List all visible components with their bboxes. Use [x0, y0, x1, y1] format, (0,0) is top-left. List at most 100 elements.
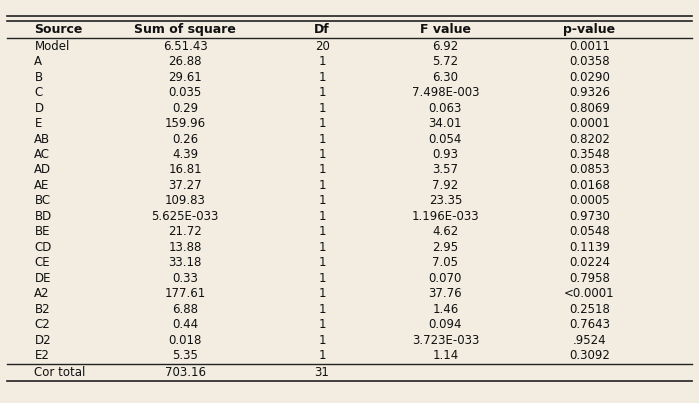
Text: AB: AB [34, 133, 50, 145]
Text: 1: 1 [318, 349, 326, 362]
Text: 1: 1 [318, 148, 326, 161]
Text: 1.14: 1.14 [432, 349, 459, 362]
Text: 0.93: 0.93 [433, 148, 459, 161]
Text: <0.0001: <0.0001 [564, 287, 614, 300]
Text: 0.054: 0.054 [428, 133, 462, 145]
Text: DE: DE [34, 272, 51, 285]
Text: Model: Model [34, 40, 70, 53]
Text: 1.196E-033: 1.196E-033 [412, 210, 480, 223]
Text: 2.95: 2.95 [433, 241, 459, 254]
Text: 20: 20 [315, 40, 329, 53]
Text: Sum of square: Sum of square [134, 23, 236, 36]
Text: p-value: p-value [563, 23, 615, 36]
Text: 1: 1 [318, 71, 326, 84]
Text: 0.29: 0.29 [172, 102, 198, 114]
Text: 6.30: 6.30 [433, 71, 459, 84]
Text: 1: 1 [318, 241, 326, 254]
Text: 1: 1 [318, 303, 326, 316]
Text: C: C [34, 86, 43, 99]
Text: 6.51.43: 6.51.43 [163, 40, 208, 53]
Text: 1: 1 [318, 318, 326, 331]
Text: 0.9326: 0.9326 [569, 86, 610, 99]
Text: 0.33: 0.33 [172, 272, 198, 285]
Text: 5.72: 5.72 [433, 55, 459, 68]
Text: 0.3092: 0.3092 [569, 349, 610, 362]
Text: 0.0011: 0.0011 [569, 40, 610, 53]
Text: .9524: .9524 [572, 334, 606, 347]
Text: 34.01: 34.01 [428, 117, 462, 130]
Text: 4.39: 4.39 [172, 148, 198, 161]
Text: 159.96: 159.96 [164, 117, 206, 130]
Text: E: E [34, 117, 42, 130]
Text: 0.1139: 0.1139 [569, 241, 610, 254]
Text: CD: CD [34, 241, 52, 254]
Text: 1: 1 [318, 272, 326, 285]
Text: BD: BD [34, 210, 52, 223]
Text: 0.0001: 0.0001 [569, 117, 610, 130]
Text: 0.44: 0.44 [172, 318, 198, 331]
Text: 13.88: 13.88 [168, 241, 202, 254]
Text: 1: 1 [318, 164, 326, 177]
Text: 1: 1 [318, 256, 326, 269]
Text: 0.8069: 0.8069 [569, 102, 610, 114]
Text: 0.035: 0.035 [168, 86, 202, 99]
Text: 37.76: 37.76 [428, 287, 462, 300]
Text: 1: 1 [318, 179, 326, 192]
Text: D2: D2 [34, 334, 51, 347]
Text: 3.723E-033: 3.723E-033 [412, 334, 479, 347]
Text: A2: A2 [34, 287, 50, 300]
Text: Cor total: Cor total [34, 366, 86, 379]
Text: 703.16: 703.16 [164, 366, 206, 379]
Text: 33.18: 33.18 [168, 256, 202, 269]
Text: 7.498E-003: 7.498E-003 [412, 86, 479, 99]
Text: 16.81: 16.81 [168, 164, 202, 177]
Text: 21.72: 21.72 [168, 225, 202, 238]
Text: 0.063: 0.063 [428, 102, 462, 114]
Text: 0.0548: 0.0548 [569, 225, 610, 238]
Text: 0.3548: 0.3548 [569, 148, 610, 161]
Text: 1: 1 [318, 194, 326, 208]
Text: 5.35: 5.35 [172, 349, 198, 362]
Text: 6.88: 6.88 [172, 303, 198, 316]
Text: B: B [34, 71, 43, 84]
Text: 109.83: 109.83 [165, 194, 206, 208]
Text: 0.9730: 0.9730 [569, 210, 610, 223]
Text: BC: BC [34, 194, 50, 208]
Text: 1: 1 [318, 210, 326, 223]
Text: 37.27: 37.27 [168, 179, 202, 192]
Text: 3.57: 3.57 [433, 164, 459, 177]
Text: 0.0358: 0.0358 [569, 55, 610, 68]
Text: BE: BE [34, 225, 50, 238]
Text: 0.0224: 0.0224 [569, 256, 610, 269]
Text: C2: C2 [34, 318, 50, 331]
Text: 6.92: 6.92 [432, 40, 459, 53]
Text: 0.8202: 0.8202 [569, 133, 610, 145]
Text: 7.92: 7.92 [432, 179, 459, 192]
Text: 1: 1 [318, 86, 326, 99]
Text: 1: 1 [318, 133, 326, 145]
Text: A: A [34, 55, 43, 68]
Text: Df: Df [315, 23, 330, 36]
Text: 7.05: 7.05 [433, 256, 459, 269]
Text: 0.7643: 0.7643 [569, 318, 610, 331]
Text: CE: CE [34, 256, 50, 269]
Text: E2: E2 [34, 349, 49, 362]
Text: 0.0168: 0.0168 [569, 179, 610, 192]
Text: 0.018: 0.018 [168, 334, 202, 347]
Text: 1: 1 [318, 287, 326, 300]
Text: 1.46: 1.46 [432, 303, 459, 316]
Text: 1: 1 [318, 102, 326, 114]
Text: AD: AD [34, 164, 52, 177]
Text: 4.62: 4.62 [432, 225, 459, 238]
Text: 0.7958: 0.7958 [569, 272, 610, 285]
Text: 0.070: 0.070 [428, 272, 462, 285]
Text: 23.35: 23.35 [428, 194, 462, 208]
Text: 0.0005: 0.0005 [569, 194, 610, 208]
Text: 1: 1 [318, 334, 326, 347]
Text: AC: AC [34, 148, 50, 161]
Text: 0.0853: 0.0853 [569, 164, 610, 177]
Text: D: D [34, 102, 43, 114]
Text: 31: 31 [315, 366, 329, 379]
Text: 0.2518: 0.2518 [569, 303, 610, 316]
Text: 0.26: 0.26 [172, 133, 198, 145]
